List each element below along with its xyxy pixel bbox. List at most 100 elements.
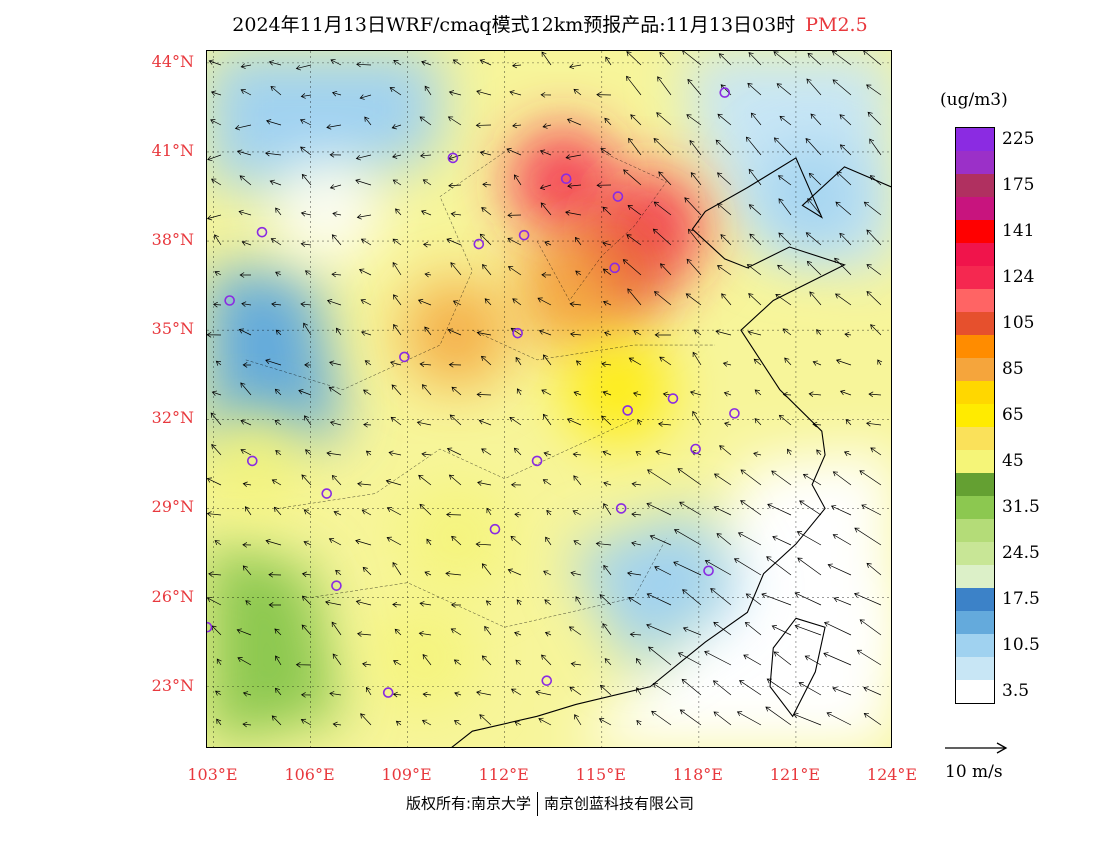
wind-arrow-icon xyxy=(721,293,732,306)
wind-arrow-icon xyxy=(238,328,252,336)
wind-arrow-icon xyxy=(507,212,522,219)
wind-arrow-icon xyxy=(513,174,522,186)
wind-arrow-icon xyxy=(655,449,672,456)
wind-arrow-icon xyxy=(476,690,492,696)
wind-arrow-icon xyxy=(602,390,612,396)
wind-arrow-icon xyxy=(360,330,372,336)
wind-arrow-icon xyxy=(570,661,582,667)
wind-arrow-icon xyxy=(601,415,612,426)
forecast-map xyxy=(206,50,892,748)
wind-arrow-icon xyxy=(713,621,732,636)
wind-arrow-icon xyxy=(717,265,732,276)
city-station-icon xyxy=(609,262,621,274)
wind-arrow-icon xyxy=(265,539,282,546)
latitude-label: 29°N xyxy=(151,497,194,517)
chart-title: 2024年11月13日WRF/cmaq模式12km预报产品:11月13日03时 P… xyxy=(0,10,1100,37)
legend-swatch xyxy=(956,565,994,588)
wind-arrow-icon xyxy=(653,291,672,306)
wind-arrow-icon xyxy=(704,559,732,576)
wind-arrow-icon xyxy=(364,360,372,366)
wind-arrow-icon xyxy=(740,469,762,486)
wind-arrow-icon xyxy=(628,137,642,156)
wind-arrow-icon xyxy=(386,507,402,516)
wind-arrow-icon xyxy=(832,534,852,546)
wind-arrow-icon xyxy=(451,386,462,396)
wind-arrow-icon xyxy=(713,506,732,516)
wind-arrow-icon xyxy=(646,623,672,636)
wind-reference-arrow-icon xyxy=(945,742,1008,754)
wind-arrow-icon xyxy=(596,182,612,189)
wind-arrow-icon xyxy=(866,562,882,576)
wind-arrow-icon xyxy=(544,631,552,637)
wind-arrow-icon xyxy=(481,655,492,666)
wind-arrow-icon xyxy=(421,451,432,458)
wind-arrow-icon xyxy=(512,122,522,129)
wind-arrow-icon xyxy=(689,390,702,396)
wind-arrow-icon xyxy=(509,90,522,96)
wind-reference-label: 10 m/s xyxy=(945,762,1003,782)
province-boundary xyxy=(536,151,667,301)
wind-arrow-icon xyxy=(299,118,312,126)
wind-arrow-icon xyxy=(747,82,762,96)
wind-arrow-icon xyxy=(631,481,642,488)
pollution-cell xyxy=(514,239,625,350)
wind-arrow-icon xyxy=(836,171,852,186)
wind-arrow-icon xyxy=(301,624,312,636)
wind-arrow-icon xyxy=(242,362,252,368)
province-boundary xyxy=(472,329,716,361)
wind-arrow-icon xyxy=(740,500,762,516)
wind-arrow-icon xyxy=(211,390,222,396)
wind-arrow-icon xyxy=(389,87,402,96)
wind-arrow-icon xyxy=(679,501,702,516)
wind-arrow-icon xyxy=(451,535,462,546)
wind-arrow-icon xyxy=(361,509,372,516)
wind-arrow-icon xyxy=(782,328,792,336)
wind-arrow-icon xyxy=(424,271,432,278)
wind-arrow-icon xyxy=(422,654,432,666)
wind-arrow-icon xyxy=(807,198,822,216)
wind-arrow-icon xyxy=(265,358,282,366)
wind-arrow-icon xyxy=(242,481,252,488)
wind-arrow-icon xyxy=(207,597,222,606)
wind-arrow-icon xyxy=(652,228,672,246)
province-boundary xyxy=(310,537,667,628)
wind-arrow-icon xyxy=(823,621,852,636)
wind-arrow-icon xyxy=(274,420,282,426)
city-station-icon xyxy=(447,152,459,164)
wind-arrow-icon xyxy=(765,706,792,726)
wind-arrow-icon xyxy=(603,481,612,487)
wind-arrow-icon xyxy=(269,179,282,186)
legend-tick-label: 24.5 xyxy=(1002,543,1040,563)
wind-arrow-icon xyxy=(355,154,372,161)
wind-arrow-icon xyxy=(240,89,252,96)
wind-arrow-icon xyxy=(446,238,462,246)
wind-arrow-icon xyxy=(866,229,882,246)
wind-arrow-icon xyxy=(389,360,402,366)
wind-arrow-icon xyxy=(649,534,672,546)
wind-arrow-icon xyxy=(211,178,222,186)
city-station-icon xyxy=(512,327,523,339)
wind-arrow-icon xyxy=(568,626,582,636)
wind-arrow-icon xyxy=(303,540,312,546)
wind-arrow-icon xyxy=(392,238,402,246)
wind-arrow-icon xyxy=(275,329,282,336)
wind-arrow-icon xyxy=(446,447,462,456)
wind-arrow-icon xyxy=(481,563,492,576)
wind-arrow-icon xyxy=(448,90,462,96)
wind-arrow-icon xyxy=(452,300,462,306)
wind-arrow-icon xyxy=(750,112,762,126)
wind-arrow-icon xyxy=(805,138,822,156)
legend-swatch xyxy=(956,289,994,312)
wind-arrow-icon xyxy=(679,709,702,726)
wind-arrow-icon xyxy=(424,85,432,96)
wind-arrow-icon xyxy=(395,720,402,726)
wind-arrow-icon xyxy=(745,136,762,156)
wind-arrow-icon xyxy=(450,262,462,276)
wind-arrow-icon xyxy=(326,299,342,306)
wind-arrow-icon xyxy=(839,232,852,246)
wind-arrow-icon xyxy=(388,450,402,456)
wind-arrow-icon xyxy=(603,564,612,576)
wind-arrow-icon xyxy=(749,233,762,246)
wind-arrow-icon xyxy=(393,294,402,306)
wind-arrow-icon xyxy=(326,450,342,457)
